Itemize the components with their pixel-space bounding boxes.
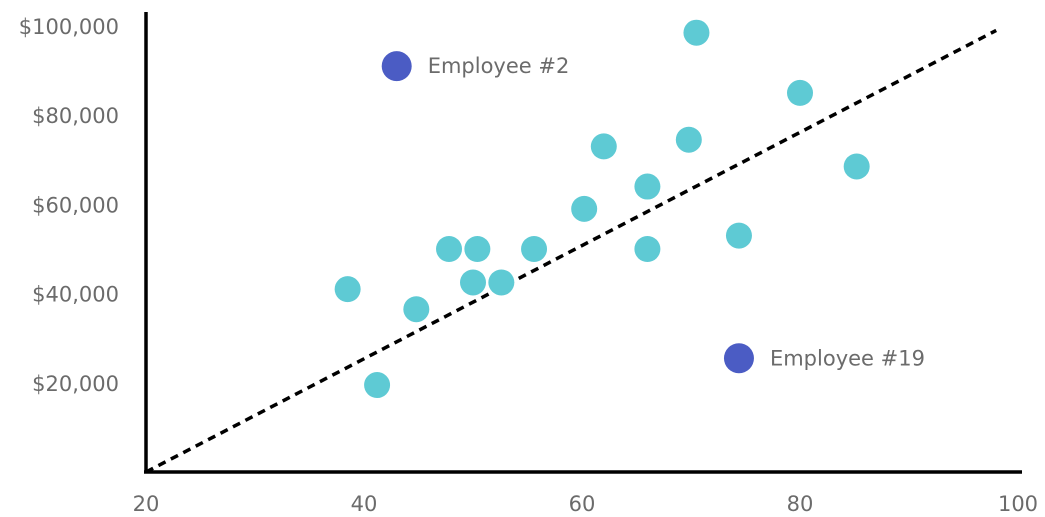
data-point bbox=[634, 236, 661, 262]
tick-labels: 20 40 60 80 100 $20,000 $40,000 $60,000 $80,000 $… bbox=[19, 15, 1038, 516]
highlighted-point bbox=[723, 343, 754, 374]
highlighted-point bbox=[381, 51, 412, 82]
y-tick-label: $100,000 bbox=[19, 15, 119, 39]
x-tick-label: 40 bbox=[351, 492, 378, 516]
y-tick-label: $80,000 bbox=[32, 104, 119, 128]
data-point bbox=[464, 236, 491, 262]
data-point bbox=[403, 296, 430, 323]
x-tick-label: 100 bbox=[998, 492, 1038, 516]
x-tick-label: 80 bbox=[787, 492, 814, 516]
x-tick-label: 20 bbox=[133, 492, 160, 516]
data-point bbox=[843, 153, 870, 180]
data-point bbox=[725, 222, 752, 249]
data-point bbox=[683, 19, 710, 46]
trendline-layer bbox=[145, 28, 998, 474]
data-point bbox=[787, 79, 813, 106]
data-point bbox=[488, 269, 515, 296]
y-tick-label: $20,000 bbox=[32, 372, 119, 396]
y-tick-label: $60,000 bbox=[32, 193, 119, 217]
axes bbox=[144, 12, 1022, 474]
highlight-label: Employee #2 bbox=[428, 54, 570, 78]
highlight-label: Employee #19 bbox=[770, 346, 925, 370]
data-point bbox=[436, 236, 463, 262]
annotation-labels: Employee #2 Employee #19 bbox=[428, 54, 925, 370]
data-point bbox=[521, 236, 548, 262]
x-tick-label: 60 bbox=[569, 492, 596, 516]
data-point bbox=[590, 133, 617, 160]
trendline bbox=[145, 28, 998, 474]
data-point bbox=[634, 173, 661, 200]
data-point bbox=[460, 269, 486, 296]
data-point bbox=[364, 372, 391, 399]
data-point bbox=[334, 276, 361, 303]
points-layer bbox=[334, 19, 870, 399]
data-point bbox=[675, 126, 702, 153]
data-point bbox=[571, 195, 598, 222]
y-tick-label: $40,000 bbox=[32, 283, 119, 307]
